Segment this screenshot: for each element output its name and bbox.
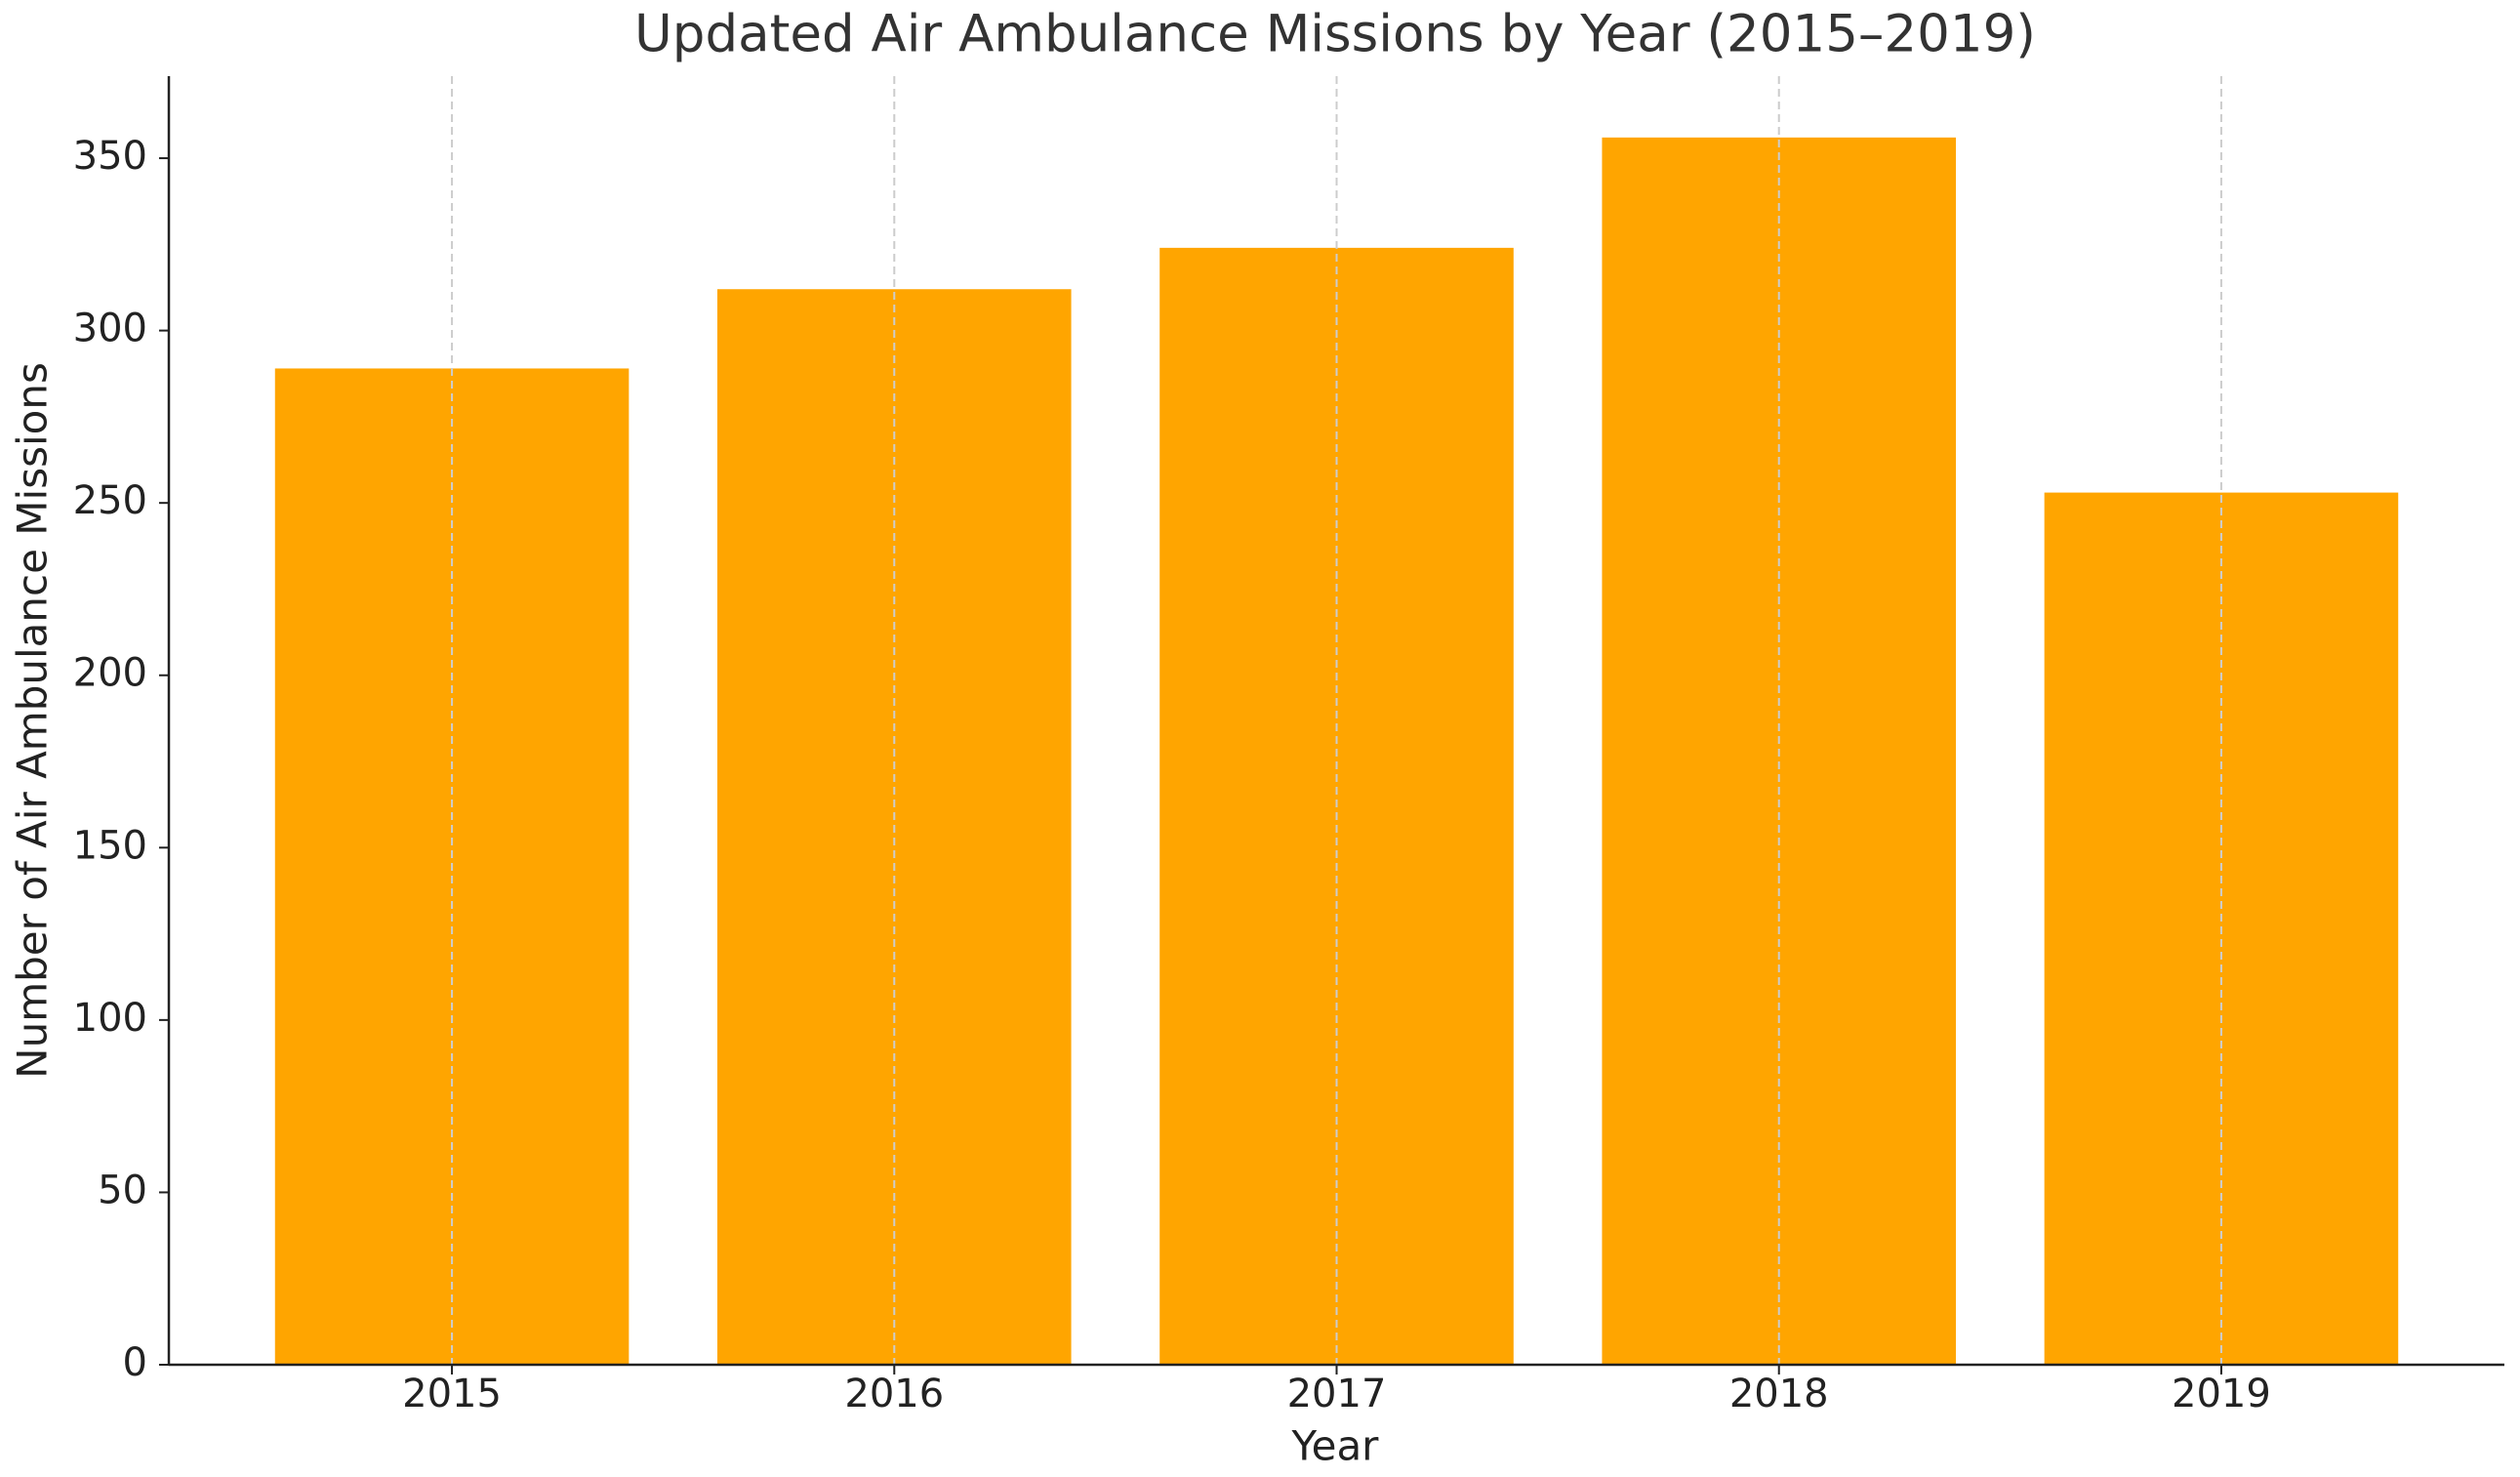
x-tick-label: 2019 (2172, 1372, 2271, 1416)
chart-title: Updated Air Ambulance Missions by Year (… (634, 5, 2036, 64)
y-tick-label: 50 (98, 1168, 147, 1212)
y-axis-label: Number of Air Ambulance Missions (9, 362, 57, 1079)
y-tick-label: 300 (73, 307, 147, 351)
x-axis-label: Year (1291, 1422, 1380, 1470)
x-tick-label: 2017 (1287, 1372, 1387, 1416)
x-tick-label: 2018 (1729, 1372, 1829, 1416)
y-tick-label: 250 (73, 478, 147, 523)
y-tick-label: 150 (73, 823, 147, 868)
x-tick-label: 2015 (402, 1372, 502, 1416)
x-tick-label: 2016 (844, 1372, 944, 1416)
y-tick-label: 350 (73, 134, 147, 179)
y-tick-label: 200 (73, 651, 147, 696)
y-tick-label: 100 (73, 996, 147, 1041)
y-tick-label: 0 (123, 1340, 147, 1385)
